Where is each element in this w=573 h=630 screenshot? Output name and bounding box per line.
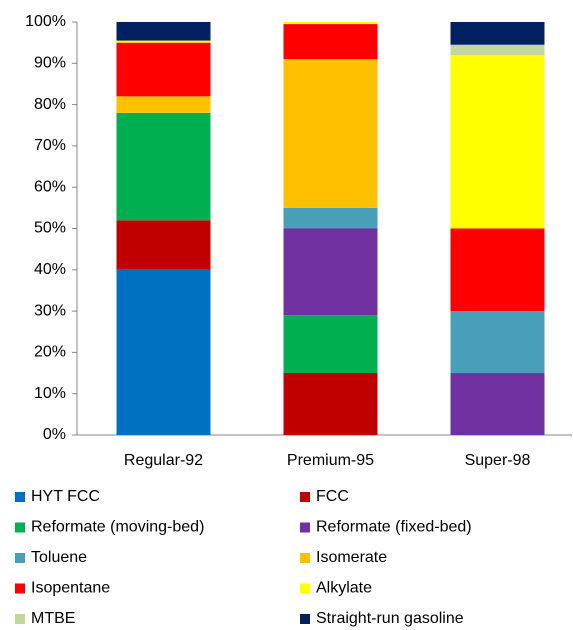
x-tick-label: Premium-95	[287, 452, 374, 469]
bar-segment	[116, 269, 211, 435]
legend-swatch	[15, 583, 25, 594]
bar-segment	[450, 55, 545, 229]
legend-label: Isomerate	[316, 549, 387, 566]
legend-swatch	[300, 553, 310, 563]
legend-swatch	[15, 522, 25, 533]
y-tick-label: 10%	[34, 385, 66, 402]
y-tick-label: 40%	[34, 261, 66, 278]
bar-segment	[450, 311, 545, 374]
legend-label: Straight-run gasoline	[316, 610, 464, 627]
y-tick-label: 60%	[34, 178, 66, 195]
legend-swatch	[300, 614, 310, 624]
legend-label: MTBE	[31, 610, 75, 627]
bar-segment	[283, 228, 378, 316]
legend-swatch	[300, 492, 310, 502]
bar-segment	[283, 24, 378, 60]
bar-segment	[116, 96, 211, 113]
x-tick-label: Regular-92	[124, 452, 203, 469]
bar-segment	[283, 373, 378, 435]
y-tick-label: 100%	[25, 13, 66, 30]
bar-segment	[450, 228, 545, 312]
legend-swatch	[300, 583, 310, 594]
y-tick-label: 30%	[34, 302, 66, 319]
bar-segment	[283, 207, 378, 229]
legend-label: FCC	[316, 488, 349, 505]
x-tick-label: Super-98	[465, 452, 531, 469]
y-tick-label: 0%	[43, 426, 66, 443]
legend-label: Alkylate	[316, 580, 372, 597]
legend-label: Toluene	[31, 549, 87, 566]
bar-segment	[116, 220, 211, 270]
y-tick-label: 20%	[34, 344, 66, 361]
legend-swatch	[15, 553, 25, 563]
bar-segment	[283, 315, 378, 374]
legend-swatch	[15, 492, 25, 502]
legend-label: Reformate (moving-bed)	[31, 519, 204, 536]
bar-segment	[116, 42, 211, 97]
bar-segment	[450, 373, 545, 435]
y-tick-label: 90%	[34, 55, 66, 72]
legend-label: Reformate (fixed-bed)	[316, 519, 472, 536]
y-tick-label: 70%	[34, 137, 66, 154]
y-tick-label: 80%	[34, 96, 66, 113]
bar-segment	[283, 22, 378, 25]
legend-swatch	[300, 522, 310, 533]
bar-segment	[116, 112, 211, 221]
bar-segment	[116, 22, 211, 41]
legend-label: HYT FCC	[31, 488, 100, 505]
y-tick-label: 50%	[34, 220, 66, 237]
legend-label: Isopentane	[31, 580, 110, 597]
legend-swatch	[15, 614, 25, 624]
bar-segment	[450, 44, 545, 56]
bar-segment	[450, 22, 545, 45]
bar-segment	[283, 59, 378, 208]
bar-segment	[116, 40, 211, 43]
